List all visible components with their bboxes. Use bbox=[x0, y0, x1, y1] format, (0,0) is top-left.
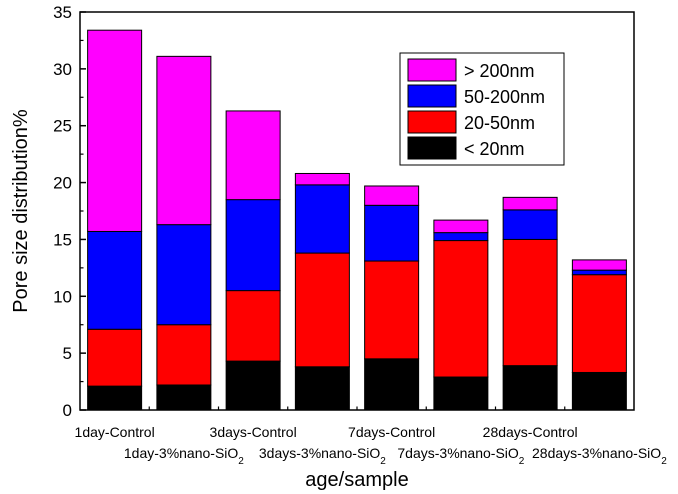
legend: > 200nm 50-200nm 20-50nm < 20nm bbox=[399, 52, 565, 166]
x-tick-label-text: 28days-Control bbox=[483, 424, 578, 440]
x-tick-label-text: 7days-3%nano-SiO bbox=[397, 445, 519, 461]
x-tick-label-text: 3days-Control bbox=[210, 424, 297, 440]
legend-swatch bbox=[407, 58, 457, 82]
bar-segment-8-series-2 bbox=[571, 274, 627, 373]
bar-segment-7-series-4 bbox=[502, 196, 558, 211]
y-tick-label: 15 bbox=[53, 230, 72, 249]
x-tick-label-subscript: 2 bbox=[661, 456, 667, 467]
legend-label: < 20nm bbox=[464, 139, 525, 159]
legend-swatch bbox=[407, 110, 457, 134]
x-tick-label-text: 1day-3%nano-SiO bbox=[124, 445, 239, 461]
x-tick-label-subscript: 2 bbox=[519, 456, 525, 467]
legend-swatch bbox=[407, 136, 457, 160]
bar-segment-4-series-3 bbox=[294, 184, 350, 254]
bar-segment-2-series-3 bbox=[156, 224, 212, 326]
x-axis: 1day-Control1day-3%nano-SiO23days-Contro… bbox=[75, 404, 667, 467]
y-tick-label: 20 bbox=[53, 174, 72, 193]
bar-segment-3-series-1 bbox=[225, 360, 281, 411]
bar-segment-3-series-3 bbox=[225, 199, 281, 292]
bar-segment-5-series-2 bbox=[364, 260, 420, 360]
x-tick-label: 7days-Control bbox=[348, 424, 435, 440]
bar-segment-1-series-4 bbox=[87, 29, 143, 232]
legend-label: 50-200nm bbox=[464, 87, 545, 107]
legend-label: 20-50nm bbox=[464, 113, 535, 133]
bar-segment-7-series-2 bbox=[502, 238, 558, 367]
bar-segment-2-series-4 bbox=[156, 55, 212, 226]
legend-swatch bbox=[407, 84, 457, 108]
bar-segment-3-series-2 bbox=[225, 290, 281, 362]
y-tick-label: 35 bbox=[53, 3, 72, 22]
x-tick-label: 3days-3%nano-SiO2 bbox=[259, 445, 386, 467]
y-axis: 0 5 10 15 20 25 30 35 bbox=[53, 3, 86, 420]
x-tick-label-subscript: 2 bbox=[380, 456, 386, 467]
bar-segment-4-series-2 bbox=[294, 252, 350, 368]
legend-label: > 200nm bbox=[464, 61, 535, 81]
x-tick-label-subscript: 2 bbox=[238, 456, 244, 467]
y-tick-label: 10 bbox=[53, 287, 72, 306]
y-tick-label: 25 bbox=[53, 117, 72, 136]
bar-segment-6-series-3 bbox=[433, 232, 489, 242]
x-tick-label: 28days-Control bbox=[483, 424, 578, 440]
x-tick-label-text: 28days-3%nano-SiO bbox=[532, 445, 661, 461]
bar-segment-7-series-1 bbox=[502, 365, 558, 411]
bar-segment-6-series-4 bbox=[433, 219, 489, 234]
bars-layer bbox=[87, 29, 627, 411]
x-tick-label: 3days-Control bbox=[210, 424, 297, 440]
x-tick-label-text: 7days-Control bbox=[348, 424, 435, 440]
bar-segment-7-series-3 bbox=[502, 209, 558, 240]
bar-segment-2-series-2 bbox=[156, 324, 212, 386]
y-tick-label: 0 bbox=[63, 401, 72, 420]
bar-segment-8-series-4 bbox=[571, 259, 627, 271]
y-tick-label: 30 bbox=[53, 60, 72, 79]
bar-segment-4-series-1 bbox=[294, 366, 350, 411]
bar-segment-8-series-3 bbox=[571, 269, 627, 276]
x-tick-label: 1day-Control bbox=[75, 424, 155, 440]
bar-segment-1-series-2 bbox=[87, 328, 143, 387]
bar-segment-4-series-4 bbox=[294, 172, 350, 186]
bar-segment-5-series-4 bbox=[364, 185, 420, 206]
x-tick-label: 1day-3%nano-SiO2 bbox=[124, 445, 244, 467]
bar-segment-5-series-3 bbox=[364, 204, 420, 262]
x-tick-label: 7days-3%nano-SiO2 bbox=[397, 445, 524, 467]
x-axis-label: age/sample bbox=[305, 469, 408, 491]
y-tick-label: 5 bbox=[63, 344, 72, 363]
x-tick-label-text: 1day-Control bbox=[75, 424, 155, 440]
y-axis-label: Pore size distribution% bbox=[10, 109, 32, 313]
x-tick-label: 28days-3%nano-SiO2 bbox=[532, 445, 667, 467]
bar-segment-1-series-3 bbox=[87, 230, 143, 330]
x-tick-label-text: 3days-3%nano-SiO bbox=[259, 445, 381, 461]
bar-segment-6-series-2 bbox=[433, 240, 489, 378]
bar-segment-3-series-4 bbox=[225, 110, 281, 201]
bar-segment-5-series-1 bbox=[364, 358, 420, 411]
